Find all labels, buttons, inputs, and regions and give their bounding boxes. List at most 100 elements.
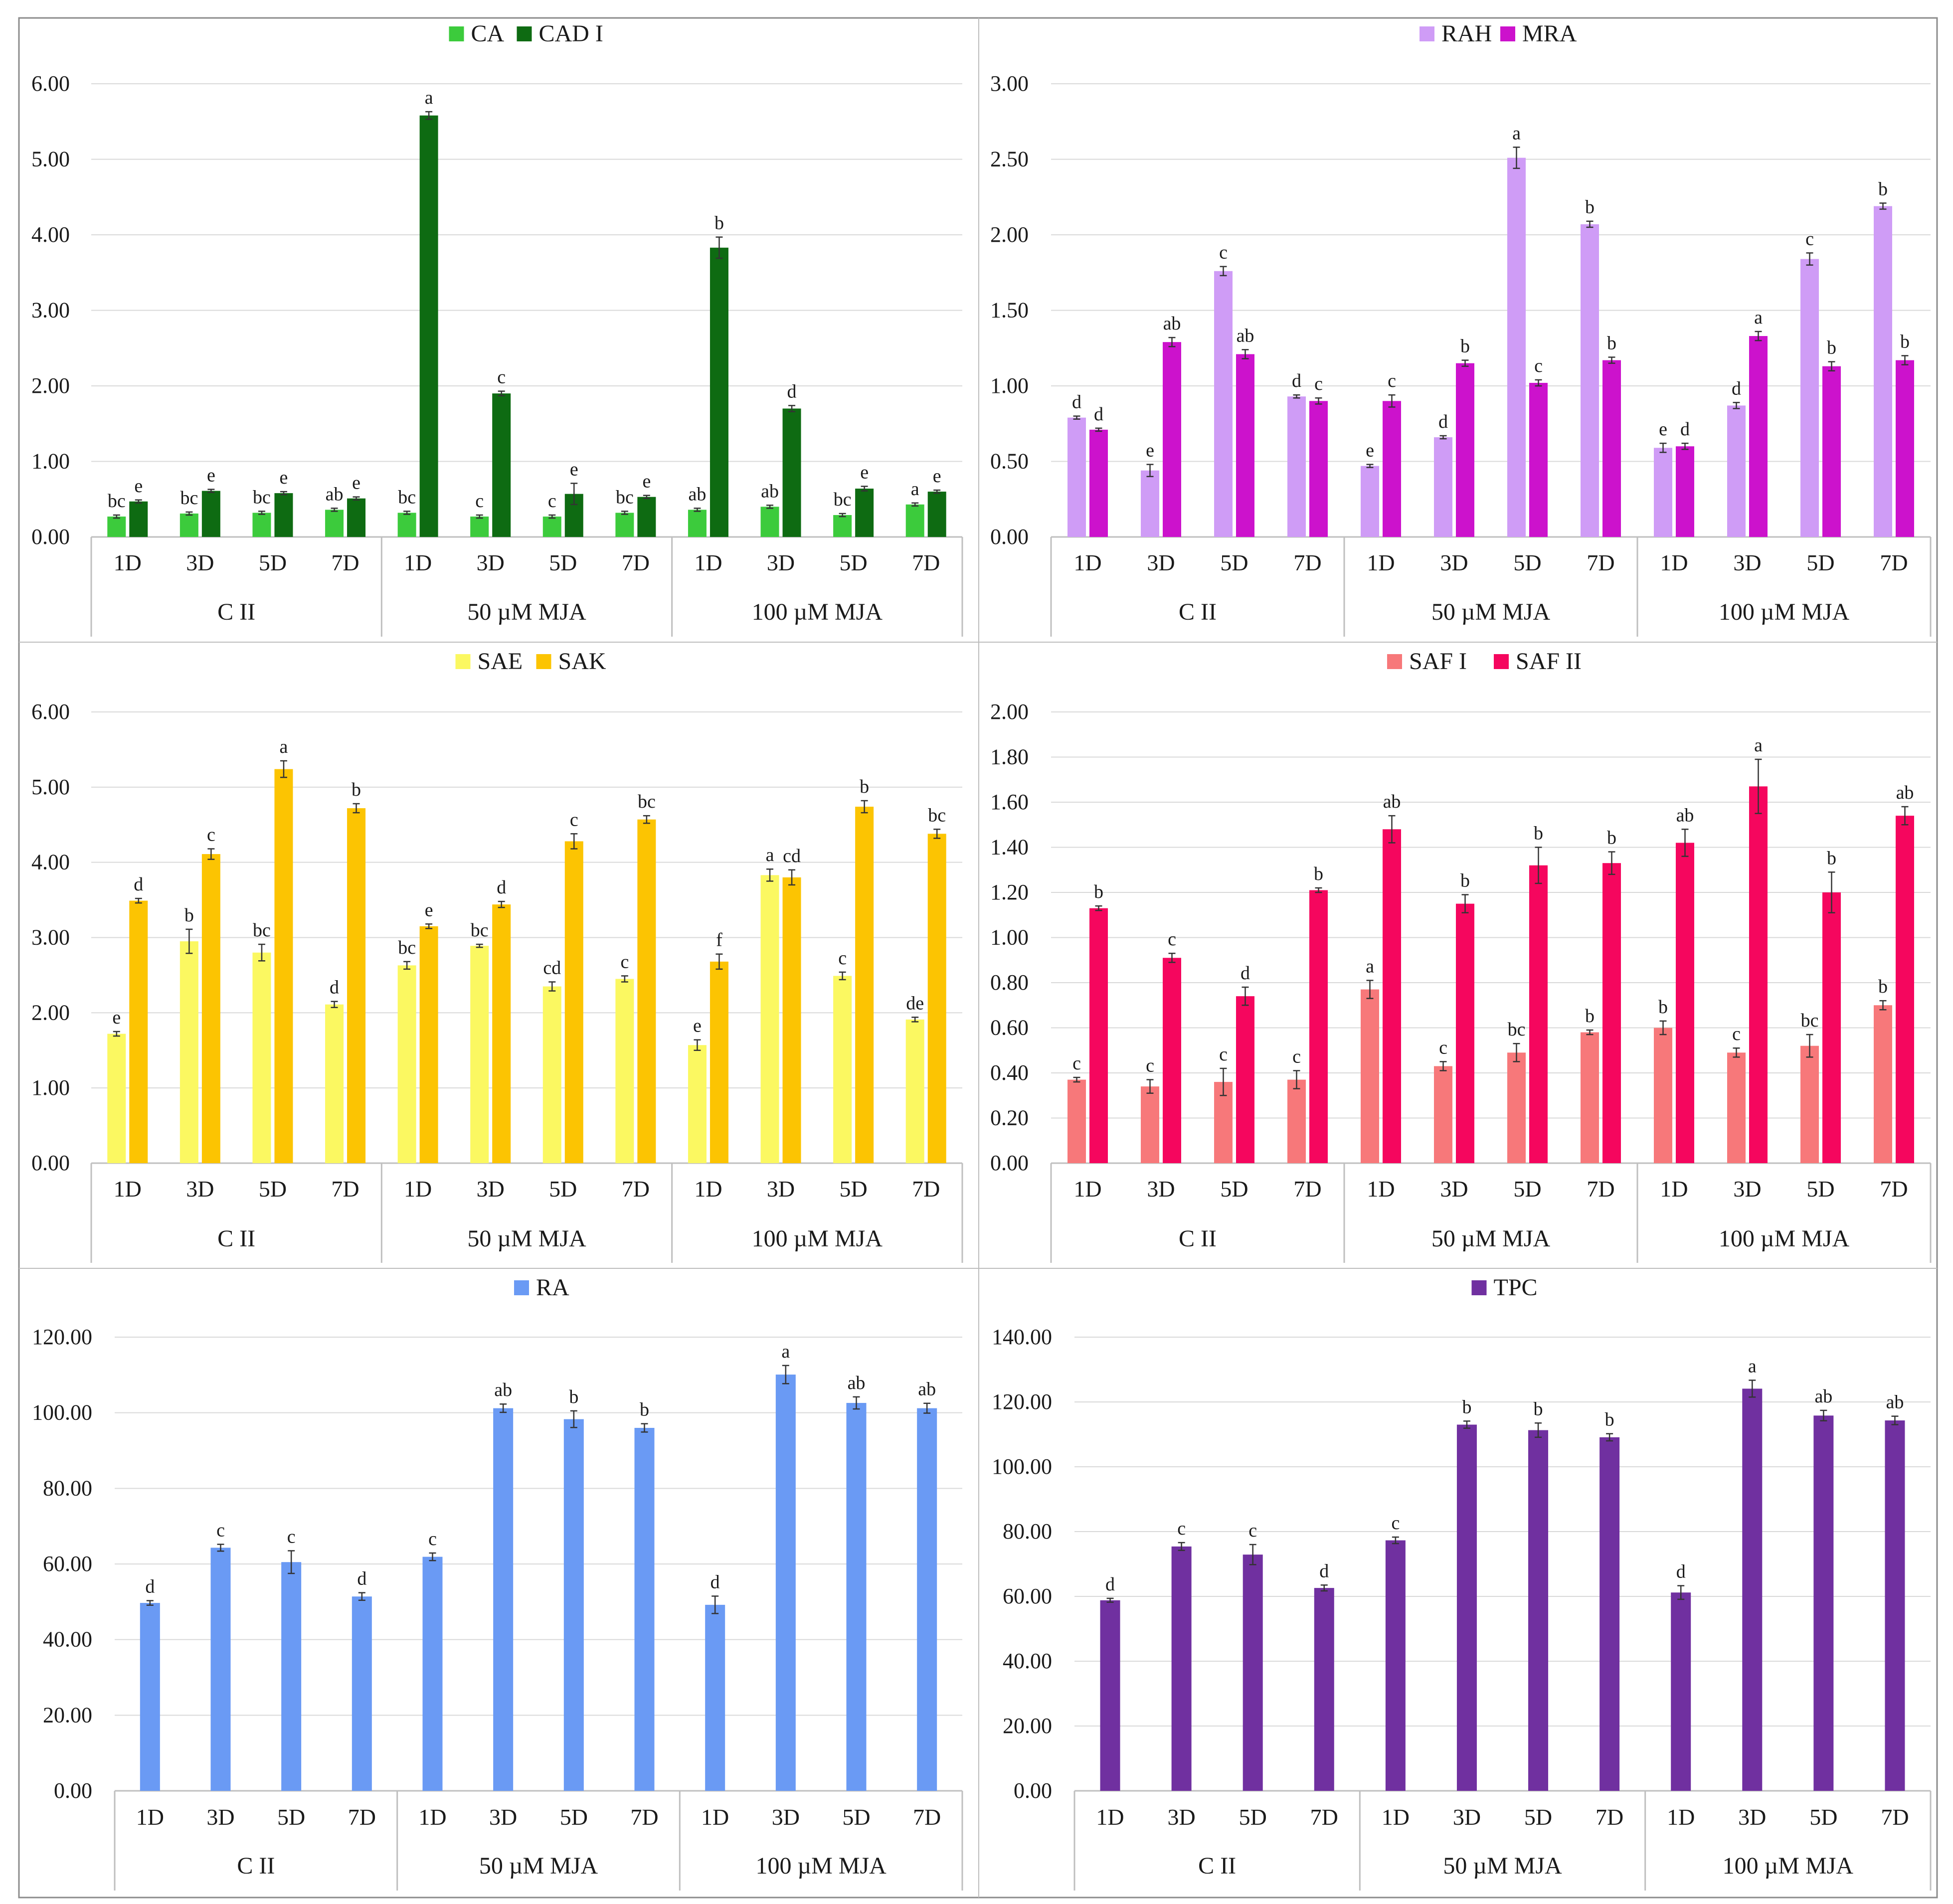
bar: [1529, 382, 1548, 537]
significance-label: cd: [543, 957, 561, 978]
y-tick-label: 0.00: [990, 524, 1029, 549]
significance-label: c: [1248, 1520, 1257, 1541]
x-tick-label: 1D: [404, 1176, 432, 1202]
x-tick-label: 1D: [701, 1804, 729, 1830]
x-tick-label: 5D: [259, 550, 287, 575]
significance-label: b: [1658, 997, 1668, 1018]
y-tick-label: 1.80: [990, 745, 1029, 769]
bar: [542, 517, 561, 537]
bar: [1676, 446, 1694, 537]
significance-label: b: [1900, 331, 1910, 352]
bar: [1141, 1086, 1159, 1163]
x-tick-label: 3D: [186, 550, 214, 575]
legend-label: SAK: [558, 648, 606, 675]
bar: [1141, 470, 1159, 537]
x-tick-label: 3D: [1440, 1176, 1468, 1202]
y-tick-label: 1.00: [31, 1075, 70, 1100]
significance-label: d: [1094, 404, 1103, 425]
significance-label: c: [216, 1520, 225, 1541]
significance-label: c: [1219, 242, 1228, 263]
figure-frame: [18, 17, 1938, 1899]
x-tick-label: 5D: [1524, 1804, 1552, 1830]
significance-label: b: [640, 1399, 649, 1420]
legend-label: CA: [471, 20, 505, 47]
significance-label: bc: [928, 805, 946, 826]
x-tick-label: 5D: [840, 550, 868, 575]
x-tick-label: 1D: [114, 1176, 142, 1202]
y-tick-label: 40.00: [1003, 1649, 1052, 1673]
bar: [1243, 1555, 1263, 1791]
bar: [252, 952, 271, 1163]
bar: [615, 979, 634, 1163]
significance-label: c: [1388, 370, 1396, 391]
bar: [1654, 448, 1672, 537]
significance-label: a: [781, 1341, 790, 1362]
chart-panel-4: 0.00 0.20 0.40 0.60 0.80 1.00 1.20 1.40 1.60 1.80…: [990, 648, 1932, 1263]
legend-swatch: [514, 1280, 529, 1295]
y-tick-label: 0.00: [31, 1151, 70, 1175]
bar: [1599, 1437, 1620, 1791]
legend-label: RA: [536, 1274, 569, 1301]
y-tick-label: 0.20: [990, 1106, 1029, 1130]
bar: [1671, 1592, 1691, 1791]
significance-label: b: [1878, 178, 1888, 199]
significance-label: a: [280, 736, 288, 757]
significance-label: a: [1366, 956, 1374, 977]
bar: [905, 504, 924, 537]
legend-swatch: [1471, 1280, 1487, 1295]
significance-label: b: [1314, 864, 1323, 884]
y-tick-label: 60.00: [1003, 1584, 1052, 1608]
significance-label: d: [1319, 1560, 1329, 1581]
x-tick-label: 3D: [1147, 1176, 1175, 1202]
bar: [1383, 401, 1401, 537]
bar: [634, 1428, 655, 1791]
bar: [107, 517, 126, 537]
significance-label: b: [1585, 197, 1595, 218]
significance-label: c: [1314, 373, 1323, 394]
y-tick-label: 5.00: [31, 147, 70, 172]
bar: [419, 115, 438, 537]
bar: [1287, 396, 1306, 537]
significance-label: a: [1748, 1356, 1757, 1377]
significance-label: b: [1607, 333, 1616, 353]
legend-label: CAD I: [539, 20, 603, 47]
bar: [1385, 1540, 1406, 1791]
significance-label: c: [1439, 1037, 1447, 1058]
group-label: 50 µM MJA: [467, 599, 586, 625]
significance-label: e: [280, 467, 288, 488]
bar: [347, 498, 366, 537]
significance-label: b: [714, 213, 724, 234]
significance-label: e: [112, 1007, 121, 1028]
bar: [1456, 903, 1474, 1163]
bar: [1581, 224, 1599, 537]
x-tick-label: 7D: [1587, 550, 1614, 575]
bar: [1309, 401, 1328, 537]
bar: [782, 877, 801, 1163]
bar: [1885, 1420, 1905, 1791]
legend-swatch: [455, 654, 471, 669]
bar: [1874, 206, 1892, 537]
y-tick-label: 100.00: [32, 1400, 92, 1425]
significance-label: bc: [1508, 1019, 1526, 1040]
significance-label: e: [933, 466, 941, 487]
y-tick-label: 4.00: [31, 222, 70, 247]
x-tick-label: 7D: [1310, 1804, 1338, 1830]
bar: [1507, 158, 1526, 537]
y-tick-label: 140.00: [992, 1325, 1052, 1349]
bar: [1874, 1005, 1892, 1163]
x-tick-label: 1D: [694, 1176, 722, 1202]
bar: [855, 807, 874, 1163]
significance-label: e: [1146, 440, 1154, 461]
bar: [347, 808, 366, 1163]
significance-label: d: [710, 1571, 720, 1592]
bar: [563, 1419, 584, 1791]
significance-label: c: [548, 491, 556, 512]
legend-label: SAF II: [1516, 648, 1582, 675]
x-tick-label: 3D: [1453, 1804, 1481, 1830]
x-tick-label: 7D: [622, 1176, 650, 1202]
y-tick-label: 0.80: [990, 970, 1029, 995]
x-tick-label: 3D: [477, 1176, 505, 1202]
significance-label: b: [1534, 1398, 1543, 1419]
